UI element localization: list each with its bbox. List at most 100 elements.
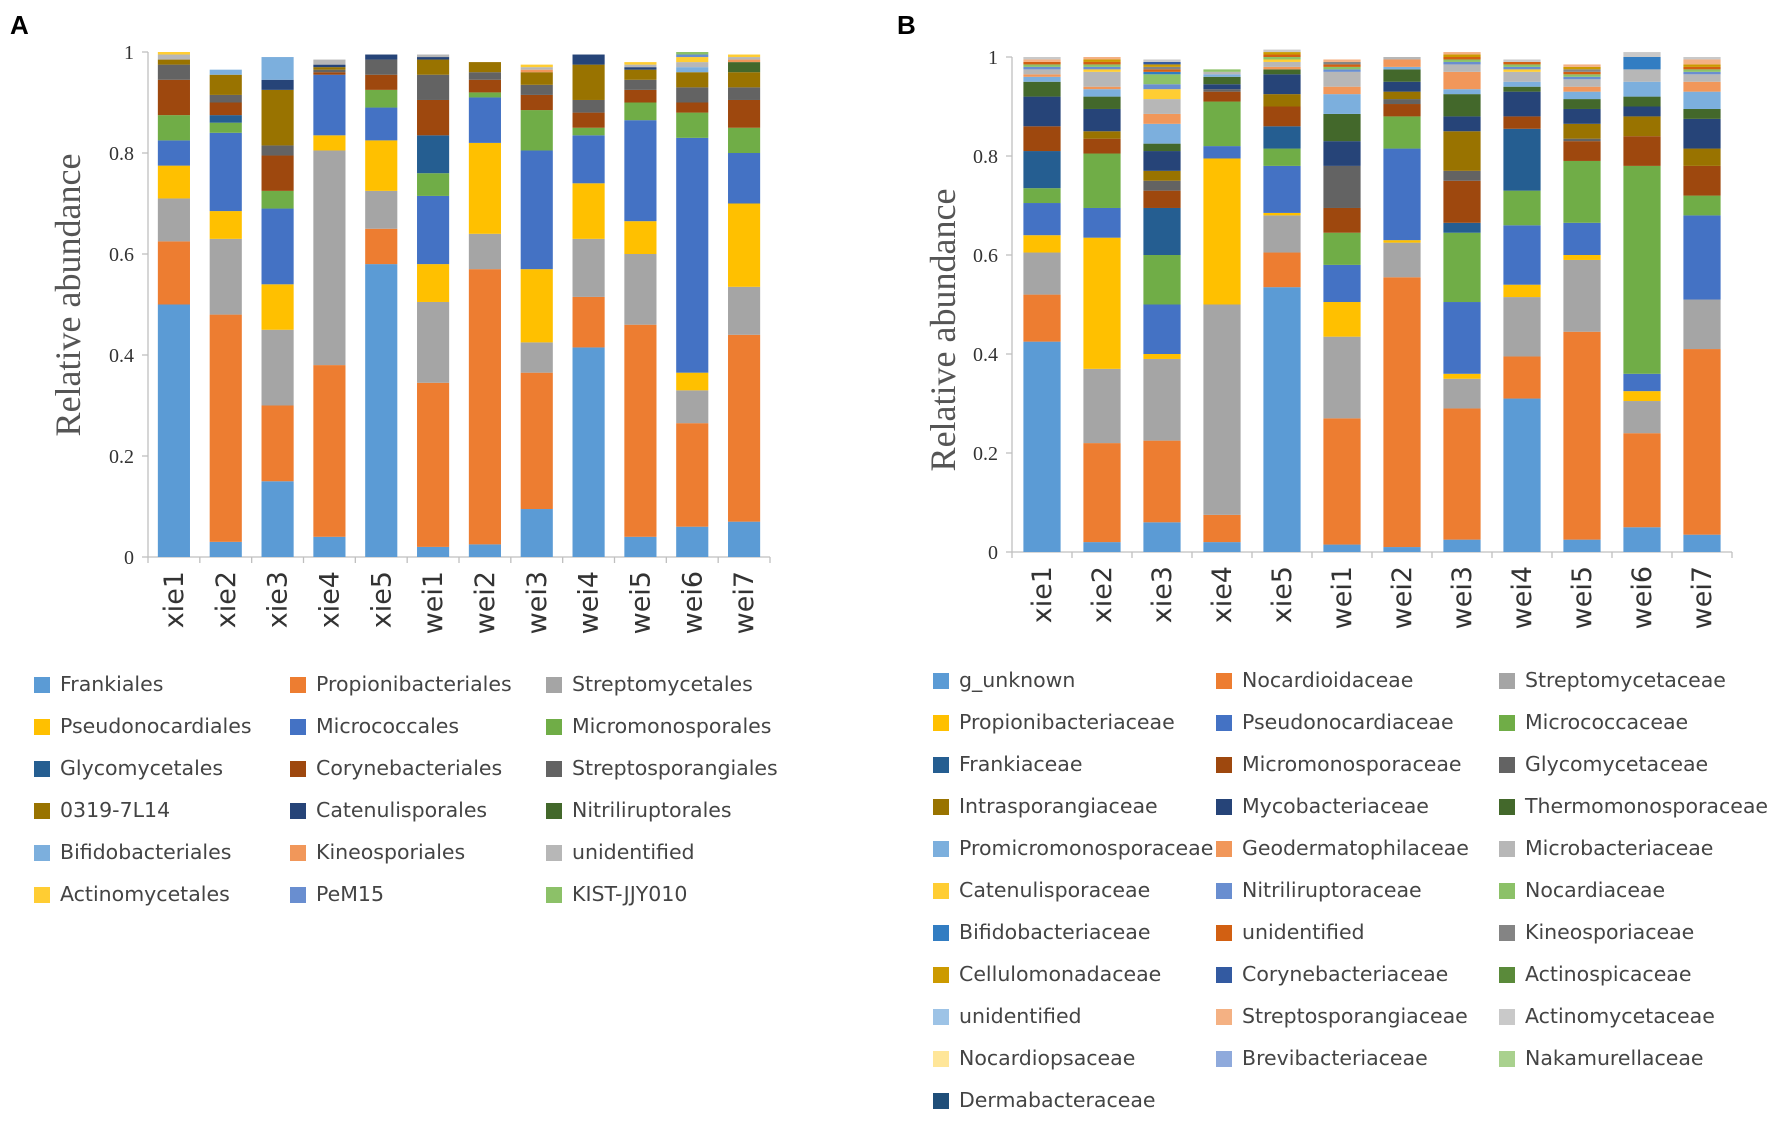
legend-label-b-0: g_unknown xyxy=(959,668,1075,693)
bar-segment-b-wei6-5 xyxy=(1623,166,1660,374)
legend-label-a-13: Kineosporiales xyxy=(316,840,465,864)
bar-segment-a-xie2-8 xyxy=(210,95,242,103)
bar-segment-b-xie2-12 xyxy=(1083,89,1120,96)
bar-segment-b-xie1-16 xyxy=(1023,67,1060,69)
bar-segment-b-wei2-12 xyxy=(1383,67,1420,69)
bar-segment-a-wei6-15 xyxy=(676,57,708,62)
bar-segment-a-xie5-4 xyxy=(365,108,397,141)
bar-segment-b-xie5-2 xyxy=(1263,215,1300,252)
bar-segment-a-wei1-2 xyxy=(417,302,449,383)
panel-a-x-tick-label: wei2 xyxy=(470,571,501,634)
bar-segment-b-xie5-21 xyxy=(1263,52,1300,54)
bar-segment-b-wei3-3 xyxy=(1443,374,1480,379)
bar-segment-b-wei7-7 xyxy=(1683,166,1720,196)
legend-label-b-14: Microbacteriaceae xyxy=(1525,836,1713,860)
bar-segment-b-xie5-6 xyxy=(1263,126,1300,148)
panel-a-y-tick-label: 0 xyxy=(124,547,134,569)
bar-segment-a-xie1-3 xyxy=(158,166,190,199)
bar-segment-b-wei1-19 xyxy=(1323,64,1360,66)
bar-segment-b-wei1-20 xyxy=(1323,62,1360,64)
legend-label-b-13: Geodermatophilaceae xyxy=(1242,836,1469,860)
bar-segment-b-wei4-14 xyxy=(1503,72,1540,82)
bar-segment-b-wei5-16 xyxy=(1563,77,1600,79)
bar-segment-a-xie3-1 xyxy=(262,406,294,482)
bar-segment-b-xie2-7 xyxy=(1083,139,1120,154)
panel-a-y-tick-label: 0.6 xyxy=(109,244,134,266)
bar-segment-b-wei3-0 xyxy=(1443,540,1480,552)
bar-segment-b-wei2-14 xyxy=(1383,57,1420,59)
bar-segment-b-xie3-20 xyxy=(1143,67,1180,69)
bar-segment-b-wei5-12 xyxy=(1563,92,1600,99)
panel-b-y-tick-label: 0.4 xyxy=(973,344,998,366)
bar-segment-b-xie2-3 xyxy=(1083,238,1120,369)
legend-label-b-30: Dermabacteraceae xyxy=(959,1088,1156,1112)
legend-swatch-b-4 xyxy=(1216,715,1232,731)
bar-segment-b-wei6-18 xyxy=(1623,57,1660,69)
bar-segment-a-xie3-8 xyxy=(262,145,294,155)
bar-segment-b-wei4-16 xyxy=(1503,67,1540,69)
bar-segment-b-xie2-25 xyxy=(1083,57,1120,59)
panel-b-y-tick-label: 0.8 xyxy=(973,146,998,168)
bar-segment-a-wei6-16 xyxy=(676,55,708,58)
bar-segment-b-wei5-11 xyxy=(1563,99,1600,109)
bar-segment-b-xie5-4 xyxy=(1263,166,1300,213)
bar-segment-b-wei6-2 xyxy=(1623,401,1660,433)
bar-segment-a-xie3-3 xyxy=(262,284,294,329)
legend-label-a-15: Actinomycetales xyxy=(60,882,230,906)
bar-segment-a-xie4-0 xyxy=(313,537,345,557)
legend-label-b-10: Mycobacteriaceae xyxy=(1242,794,1429,818)
bar-segment-b-wei6-11 xyxy=(1623,97,1660,107)
bar-segment-b-xie3-3 xyxy=(1143,354,1180,359)
bar-segment-b-wei5-3 xyxy=(1563,255,1600,260)
panel-a-x-tick-label: wei3 xyxy=(522,571,553,634)
bar-segment-a-xie5-3 xyxy=(365,140,397,191)
bar-segment-a-wei6-12 xyxy=(676,67,708,72)
bar-segment-a-wei4-0 xyxy=(573,347,605,557)
bar-segment-b-wei4-0 xyxy=(1503,399,1540,552)
bar-segment-b-wei1-16 xyxy=(1323,69,1360,71)
bar-segment-b-wei4-7 xyxy=(1503,116,1540,128)
bar-segment-b-wei4-12 xyxy=(1503,82,1540,87)
bar-segment-a-xie1-1 xyxy=(158,241,190,304)
bar-segment-b-wei2-9 xyxy=(1383,92,1420,99)
bar-segment-b-xie2-10 xyxy=(1083,109,1120,131)
bar-segment-b-wei5-14 xyxy=(1563,79,1600,86)
bar-segment-b-wei1-25 xyxy=(1323,59,1360,61)
bar-segment-a-wei5-10 xyxy=(624,67,656,70)
bar-segment-a-xie4-10 xyxy=(313,65,345,68)
bar-segment-b-xie5-9 xyxy=(1263,94,1300,106)
legend-swatch-a-12 xyxy=(34,845,50,861)
legend-label-a-6: Glycomycetales xyxy=(60,756,223,780)
bar-segment-b-xie1-13 xyxy=(1023,74,1060,76)
bar-segment-a-wei3-7 xyxy=(521,95,553,110)
legend-label-b-12: Promicromonosporaceae xyxy=(959,836,1213,860)
bar-segment-b-xie1-12 xyxy=(1023,77,1060,82)
legend-swatch-a-9 xyxy=(34,803,50,819)
legend-swatch-b-19 xyxy=(1216,925,1232,941)
legend-label-a-7: Corynebacteriales xyxy=(316,756,502,780)
legend-label-a-8: Streptosporangiales xyxy=(572,756,778,780)
bar-segment-b-xie3-19 xyxy=(1143,69,1180,71)
bar-segment-b-wei2-8 xyxy=(1383,99,1420,104)
bar-segment-b-xie2-16 xyxy=(1083,67,1120,69)
bar-segment-b-wei1-10 xyxy=(1323,141,1360,166)
panel-b-x-tick-label: xie3 xyxy=(1147,566,1178,623)
panel-a-y-tick-label: 1 xyxy=(124,42,134,64)
bar-segment-b-xie2-13 xyxy=(1083,87,1120,89)
bar-segment-b-wei7-14 xyxy=(1683,74,1720,81)
bar-segment-a-xie4-1 xyxy=(313,365,345,537)
bar-segment-a-wei2-4 xyxy=(469,97,501,142)
bar-segment-b-xie1-19 xyxy=(1023,62,1060,64)
legend-label-b-22: Corynebacteriaceae xyxy=(1242,962,1448,986)
bar-segment-b-xie4-2 xyxy=(1203,305,1240,515)
bar-segment-a-xie4-8 xyxy=(313,70,345,73)
panel-a-legend: Frankiales Propionibacteriales Streptomyce… xyxy=(34,672,778,906)
legend-label-a-9: 0319-7L14 xyxy=(60,798,170,822)
bar-segment-a-wei2-0 xyxy=(469,544,501,557)
bar-segment-b-wei2-13 xyxy=(1383,59,1420,66)
bar-segment-b-wei7-21 xyxy=(1683,64,1720,66)
bar-segment-a-wei2-3 xyxy=(469,143,501,234)
bar-segment-a-wei1-4 xyxy=(417,196,449,264)
bar-segment-b-wei1-5 xyxy=(1323,233,1360,265)
legend-swatch-b-23 xyxy=(1499,967,1515,983)
